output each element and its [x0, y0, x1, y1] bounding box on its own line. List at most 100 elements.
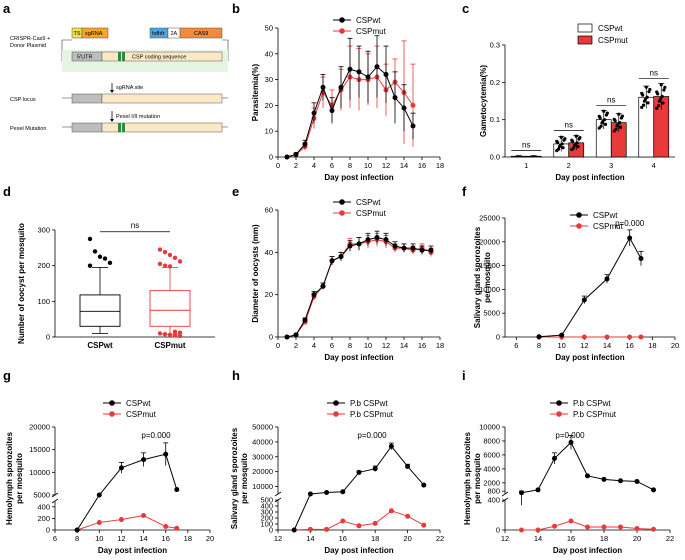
i-ytick-label: 10000 [479, 423, 500, 432]
c-dot [557, 144, 562, 149]
c-dot [603, 118, 607, 122]
c-x-label: Day post infection [555, 173, 624, 182]
mutation-mark-1 [118, 123, 121, 132]
b-xtick-label: 14 [400, 161, 408, 170]
i-ytick-label: 8000 [483, 436, 500, 445]
e-xtick-label: 14 [400, 341, 408, 350]
f-xtick-label: 14 [603, 341, 611, 350]
pexel-arrowhead [110, 119, 114, 122]
b-wt-point [392, 95, 398, 101]
h-mut-point [356, 523, 362, 529]
b-xtick-label: 2 [294, 161, 298, 170]
f-ytick-label: 5000 [483, 309, 500, 318]
c-dot [560, 142, 564, 146]
d-ytick-label: 300 [37, 226, 50, 235]
g-mut-point [141, 513, 147, 518]
d-category-label: CSPwt [87, 341, 113, 350]
h-ytick-label: 400 [260, 502, 273, 511]
e-wt-point [374, 235, 380, 241]
i-xtick-label: 14 [534, 534, 542, 543]
g-ytick-label: 5000 [33, 491, 50, 500]
g-xtick-label: 12 [117, 534, 125, 543]
i-wt-point [568, 439, 574, 445]
f-mut-point [638, 334, 644, 340]
h-mut-point [340, 518, 346, 524]
c-xtick-label: 2 [567, 161, 571, 170]
c-dot [656, 104, 661, 108]
e-wt-point [293, 332, 299, 338]
c-dot [576, 144, 580, 149]
c-dot [555, 139, 559, 143]
h-y-label: per mosquito [240, 453, 249, 504]
c-dot [659, 83, 663, 87]
h-wt-point [340, 489, 346, 495]
c-dot [614, 127, 618, 131]
c-dot [574, 134, 578, 138]
c-xtick-label: 4 [652, 161, 656, 170]
f-legend-marker [576, 223, 582, 229]
d-outlier [172, 255, 178, 261]
g-legend-label: CSPwt [126, 399, 151, 408]
b-wt-point [410, 123, 416, 129]
c-dot [655, 90, 659, 94]
sgrna-site-label: sgRNA site [116, 85, 143, 91]
i-wt-series-line [521, 441, 654, 494]
e-ytick-label: 0 [269, 333, 273, 342]
f-wt-point [604, 276, 610, 282]
f-ytick-label: 25000 [479, 214, 500, 223]
c-dot [661, 101, 665, 105]
f-ytick-label: 15000 [479, 261, 500, 270]
c-dot [645, 95, 649, 99]
box-sgrna [81, 27, 109, 39]
i-wt-point [634, 478, 640, 484]
i-mut-point [618, 524, 623, 530]
g-mut-point [163, 524, 169, 530]
b-wt-point [356, 69, 362, 75]
g-wt-series-line [76, 453, 178, 531]
b-wt-point [347, 66, 353, 72]
i-ytick-label: 400 [487, 496, 500, 505]
c-dot [570, 138, 574, 142]
e-wt-point [338, 254, 344, 260]
h-xtick-label: 20 [403, 534, 411, 543]
panel-label-d: d [3, 184, 11, 199]
b-ytick-label: 20 [265, 101, 273, 110]
e-ytick-label: 20 [265, 290, 273, 299]
mutation-coding [101, 122, 223, 133]
i-mut-point [519, 527, 524, 533]
i-wt-point [618, 478, 623, 484]
h-mut-point [421, 522, 427, 528]
locus-coding [101, 93, 223, 104]
i-ytick-label: 6000 [483, 450, 500, 459]
g-y-label: Hemolymph sporozoites [5, 432, 14, 525]
f-wt-series-line [538, 236, 642, 338]
d-y-label: Number of oocyst per mosquito [17, 223, 26, 344]
box-5utr-label: 5'UTR [77, 55, 92, 61]
f-xtick-label: 12 [580, 341, 588, 350]
h-xtick-label: 18 [371, 534, 379, 543]
i-ytick-label: 4000 [483, 464, 500, 473]
b-wt-point [329, 108, 335, 114]
g-legend-marker [109, 400, 115, 406]
c-dot [640, 105, 644, 109]
d-outlier [107, 260, 113, 266]
h-ytick-label: 30000 [252, 452, 273, 461]
h-xtick-label: 12 [274, 534, 282, 543]
i-y-label: per mosquito [473, 453, 482, 504]
c-dot [617, 112, 621, 116]
i-x-label: Day post infection [553, 546, 622, 555]
c-sig-label: ns [650, 68, 658, 77]
f-mut-point [581, 334, 587, 340]
e-xtick-label: 0 [276, 341, 280, 350]
g-ytick-label: 400 [37, 502, 50, 511]
g-ytick-label: 20000 [29, 423, 50, 432]
c-dot [597, 114, 601, 118]
i-xtick-label: 22 [666, 534, 674, 543]
h-x-label: Day post infection [324, 546, 393, 555]
g-legend-label: CSPmut [126, 410, 157, 419]
e-wt-point [410, 245, 416, 251]
c-sig-label: ns [565, 120, 573, 129]
b-wt-point [311, 110, 317, 116]
c-legend-swatch [577, 35, 593, 45]
